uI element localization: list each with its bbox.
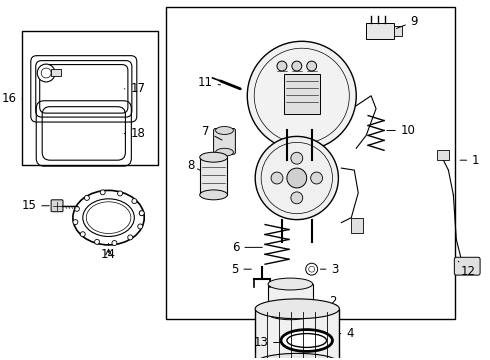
Circle shape [138,224,143,229]
Text: 14: 14 [101,243,116,261]
Bar [268,284,313,314]
Ellipse shape [83,199,134,237]
Ellipse shape [268,278,313,290]
Text: 17: 17 [124,82,146,95]
Circle shape [287,168,307,188]
Circle shape [118,191,122,196]
Ellipse shape [287,334,326,347]
Text: 11: 11 [197,76,220,89]
Text: 8: 8 [187,159,200,172]
Ellipse shape [73,190,144,245]
Text: 13: 13 [253,336,282,349]
Text: 12: 12 [458,261,475,278]
Text: 9: 9 [396,15,418,28]
Ellipse shape [281,330,333,351]
FancyBboxPatch shape [51,200,63,212]
Text: 18: 18 [124,127,145,140]
Ellipse shape [255,299,340,319]
Circle shape [254,48,349,143]
Ellipse shape [200,152,227,162]
Ellipse shape [86,202,131,234]
Circle shape [291,152,303,164]
Circle shape [255,136,339,220]
FancyBboxPatch shape [214,129,235,154]
Text: 7: 7 [202,125,222,140]
Text: 5: 5 [231,263,251,276]
Ellipse shape [200,190,227,200]
Bar [438,150,449,160]
Circle shape [73,220,78,225]
Bar [23,31,158,165]
Circle shape [41,68,51,78]
Ellipse shape [216,148,233,156]
Bar [351,218,363,233]
Circle shape [277,61,287,71]
Text: 6: 6 [232,241,262,254]
Circle shape [261,142,333,214]
Circle shape [306,263,318,275]
Circle shape [271,172,283,184]
Ellipse shape [255,354,340,360]
Circle shape [37,64,55,82]
Circle shape [311,172,322,184]
Circle shape [74,206,79,211]
Bar [166,6,455,319]
Circle shape [80,232,85,237]
Circle shape [95,239,99,244]
Text: 15: 15 [22,199,49,212]
Circle shape [307,61,317,71]
Circle shape [139,211,144,216]
Circle shape [292,61,302,71]
Circle shape [128,235,133,240]
Circle shape [100,190,105,195]
Bar [200,157,227,195]
Ellipse shape [268,308,313,320]
Circle shape [309,266,315,272]
Text: 3: 3 [320,263,339,276]
Bar [51,69,61,76]
Circle shape [291,192,303,204]
Text: 2: 2 [316,295,337,309]
Text: 1: 1 [460,154,480,167]
Bar [394,26,402,36]
Circle shape [247,41,356,150]
FancyBboxPatch shape [454,257,480,275]
Circle shape [84,195,89,201]
Circle shape [139,211,144,216]
Bar [366,23,394,39]
Bar [284,74,319,114]
Text: 10: 10 [387,124,416,137]
Text: 16: 16 [1,92,23,105]
Ellipse shape [216,126,233,134]
Circle shape [132,199,137,203]
Bar [255,309,340,360]
Circle shape [112,240,117,246]
Text: 4: 4 [340,327,354,340]
